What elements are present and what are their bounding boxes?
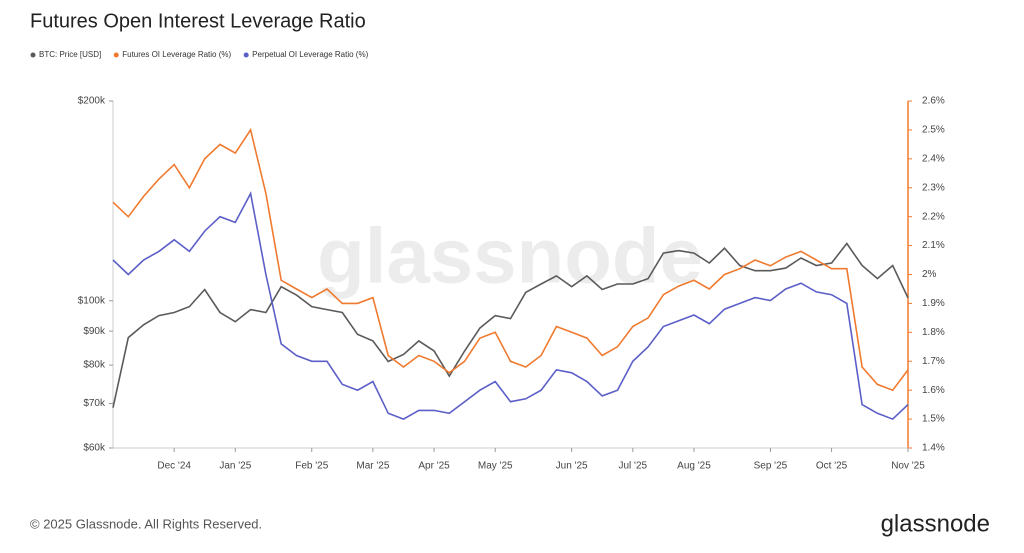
legend: BTC: Price [USD] Futures OI Leverage Rati… [30,50,369,59]
y-tick-label: $60k [83,443,106,454]
y-tick-label: $200k [78,96,106,107]
legend-label: BTC: Price [USD] [39,50,101,59]
x-tick-label: Jun '25 [556,461,588,472]
logo: glassnode [881,510,990,537]
x-tick-label: May '25 [478,461,513,472]
y2-tick-label: 1.8% [922,327,945,338]
y2-tick-label: 2.6% [922,96,945,107]
watermark: glassnode [317,212,703,300]
y2-tick-label: 2% [922,269,937,280]
x-tick-label: Oct '25 [816,461,848,472]
y2-tick-label: 1.6% [922,385,945,396]
x-tick-label: Nov '25 [891,461,925,472]
x-tick-label: Sep '25 [754,461,788,472]
y2-tick-label: 2.5% [922,125,945,136]
y2-tick-label: 2.2% [922,211,945,222]
y2-tick-label: 1.9% [922,298,945,309]
legend-swatch [30,52,36,58]
x-tick-label: Aug '25 [677,461,711,472]
x-tick-label: Dec '24 [157,461,191,472]
x-tick-label: Feb '25 [295,461,328,472]
series-line [112,127,909,392]
legend-label: Perpetual OI Leverage Ratio (%) [252,50,368,59]
x-tick-label: Mar '25 [356,461,389,472]
x-tick-label: Jan '25 [219,461,251,472]
y-tick-label: $90k [83,326,106,337]
y-tick-label: $100k [78,295,106,306]
x-tick-label: Apr '25 [418,461,450,472]
y2-tick-label: 2.4% [922,153,945,164]
series-line [112,191,909,421]
y2-tick-label: 1.7% [922,356,945,367]
series-line [112,242,909,408]
y-tick-label: $70k [83,398,106,409]
y2-tick-label: 2.1% [922,240,945,251]
footer: © 2025 Glassnode. All Rights Reserved. [30,516,262,531]
legend-swatch [243,52,249,58]
y2-tick-label: 1.4% [922,443,945,454]
y-tick-label: $80k [83,360,106,371]
legend-label: Futures OI Leverage Ratio (%) [122,50,231,59]
y2-tick-label: 1.5% [922,414,945,425]
legend-swatch [113,52,119,58]
y2-tick-label: 2.3% [922,182,945,193]
chart-title: Futures Open Interest Leverage Ratio [30,10,366,32]
x-tick-label: Jul '25 [619,461,648,472]
